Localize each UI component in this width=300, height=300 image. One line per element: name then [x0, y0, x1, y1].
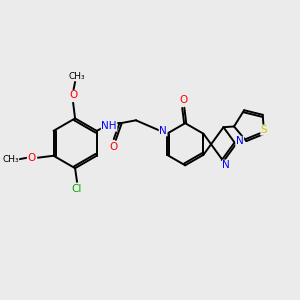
Text: Cl: Cl	[72, 184, 82, 194]
Text: CH₃: CH₃	[69, 72, 85, 81]
Text: CH₃: CH₃	[2, 155, 19, 164]
Text: N: N	[159, 126, 167, 136]
Text: NH: NH	[101, 121, 117, 131]
Text: N: N	[236, 136, 244, 146]
Text: S: S	[261, 125, 267, 135]
Text: O: O	[179, 95, 188, 105]
Text: O: O	[27, 153, 36, 163]
Text: O: O	[110, 142, 118, 152]
Text: N: N	[223, 160, 230, 170]
Text: O: O	[69, 90, 77, 100]
